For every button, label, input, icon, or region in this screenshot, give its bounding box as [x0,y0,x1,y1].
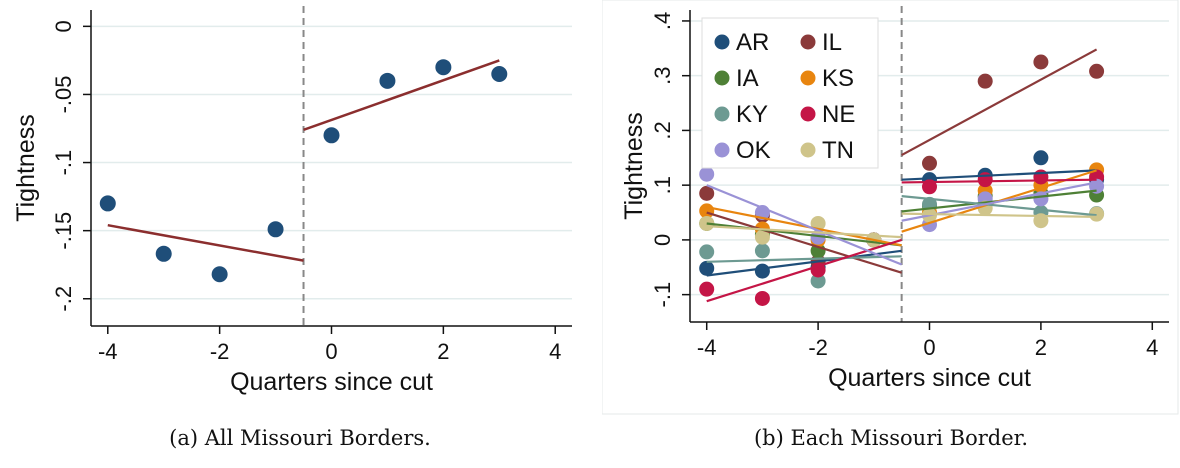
x-tick-label: -2 [808,335,828,360]
data-point-il [977,73,993,89]
legend-label-ne: NE [822,101,855,128]
data-point-ky [810,273,826,289]
legend-label-il: IL [822,29,842,56]
fit-line-il [901,48,1098,157]
legend-marker-ky [714,106,730,122]
data-point [491,66,508,83]
data-point-ky [699,244,715,260]
fit-line [107,223,304,262]
legend-marker-ia [714,70,730,86]
x-tick-label: 4 [549,339,561,364]
legend-marker-il [800,34,816,50]
y-tick-label: .1 [650,176,675,194]
y-tick-label: -.1 [51,150,76,176]
x-tick-label: 0 [923,335,935,360]
y-tick-label: -.2 [51,286,76,312]
x-tick-label: -4 [98,339,118,364]
y-tick-label: 0 [51,20,76,32]
data-point [155,245,172,262]
y-axis-title: Tightness [620,112,648,219]
data-point-il [1033,54,1049,70]
fit-line-tn [706,225,902,239]
data-point-ok [699,166,715,182]
data-point [211,266,228,283]
fit-line-il [706,211,902,274]
y-tick-label: -.05 [51,75,76,113]
fit-line-ne [901,178,1097,184]
fit-line-ks [706,205,902,247]
x-axis-title: Quarters since cut [828,364,1031,392]
legend-marker-ne [800,106,816,122]
data-point-tn [754,229,770,245]
legend-label-ks: KS [822,65,854,92]
y-tick-label: -.15 [51,212,76,250]
data-point-il [1089,63,1105,79]
legend-label-ky: KY [736,101,768,128]
legend-marker-tn [800,142,816,158]
fit-line-ky [901,195,1097,217]
data-point [99,195,116,212]
x-tick-label: -2 [210,339,230,364]
legend-label-ia: IA [736,65,759,92]
y-tick-label: 0 [650,234,675,246]
chart-panel-all-borders: 0 -.05 -.1 -.15 -.2 -4 -2 0 2 4 Quarters since cut… [0,0,590,420]
legend-marker-ar [714,34,730,50]
fit-line-ky [706,255,902,263]
x-tick-label: 2 [1035,335,1047,360]
chart-all-borders-svg: 0 -.05 -.1 -.15 -.2 -4 -2 0 2 4 Quarters since cut… [12,6,572,396]
legend: AR IL IA KS KY NE OK TN [701,17,879,169]
legend-box [701,17,879,169]
chart-background [602,0,1179,415]
data-point-ar [754,263,770,279]
data-point-il [922,155,937,171]
data-point-ar [699,260,715,276]
y-tick-label: -.1 [650,282,675,308]
y-axis-title: Tightness [12,114,40,221]
legend-label-ar: AR [736,29,769,56]
data-point-il [699,185,715,201]
fit-line [303,59,500,132]
x-axis-title: Quarters since cut [230,368,433,396]
data-point [435,59,452,76]
fit-line-ar [901,169,1097,181]
chart-panel-each-border: -.1 0 .1 .2 .3 .4 -4 -2 0 2 4 Quarters since cut Tig… [602,0,1180,420]
data-point-ar [1033,150,1049,166]
data-point-ne [699,281,715,297]
caption-all-borders: (a) All Missouri Borders. [169,426,431,450]
chart-each-border-svg: -.1 0 .1 .2 .3 .4 -4 -2 0 2 4 Quarters since cut Tig… [602,0,1179,415]
caption-each-border: (b) Each Missouri Border. [753,426,1029,450]
y-tick-label: .3 [650,67,675,85]
legend-marker-ok [714,142,730,158]
fit-line-ar [706,249,902,277]
y-tick-label: .4 [650,12,675,30]
y-tick-label: .2 [650,121,675,139]
data-point [323,127,340,144]
legend-label-ok: OK [736,137,771,164]
data-point-ky [754,243,770,259]
x-tick-label: 0 [325,339,337,364]
x-tick-label: 2 [437,339,449,364]
data-point [379,72,396,89]
legend-marker-ks [800,70,816,86]
legend-label-tn: TN [822,137,854,164]
fit-line-tn [901,212,1097,219]
data-point [267,221,284,238]
x-tick-label: -4 [697,335,717,360]
data-point-ne [754,290,770,306]
x-tick-label: 4 [1146,335,1158,360]
fit-line-ok [706,184,903,266]
